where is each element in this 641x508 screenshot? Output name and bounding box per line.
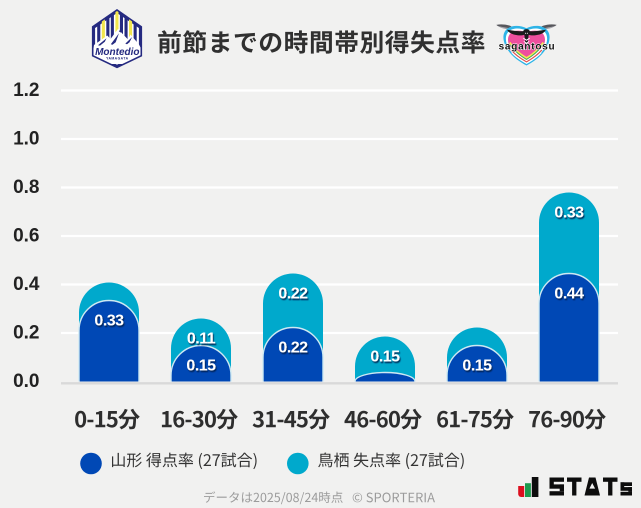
svg-text:0.4: 0.4 <box>13 274 40 295</box>
svg-text:1.0: 1.0 <box>13 128 39 149</box>
svg-text:0.2: 0.2 <box>13 322 39 343</box>
svg-text:0.15: 0.15 <box>462 357 492 374</box>
svg-text:0.11: 0.11 <box>187 330 216 347</box>
svg-text:0.15: 0.15 <box>186 357 216 374</box>
svg-text:0.0: 0.0 <box>13 371 39 392</box>
svg-text:Montedio: Montedio <box>95 47 139 58</box>
svg-text:0.44: 0.44 <box>554 285 584 302</box>
svg-text:0.6: 0.6 <box>13 225 39 246</box>
svg-text:0.8: 0.8 <box>13 177 39 198</box>
svg-text:YAMAGATA: YAMAGATA <box>106 57 128 61</box>
svg-text:0.33: 0.33 <box>554 204 584 221</box>
svg-text:0.22: 0.22 <box>278 285 308 302</box>
svg-text:0.15: 0.15 <box>370 348 400 365</box>
svg-text:sagantosu: sagantosu <box>499 42 556 53</box>
svg-text:0.33: 0.33 <box>94 312 124 329</box>
svg-text:1.2: 1.2 <box>13 80 39 101</box>
svg-text:0.22: 0.22 <box>278 339 308 356</box>
